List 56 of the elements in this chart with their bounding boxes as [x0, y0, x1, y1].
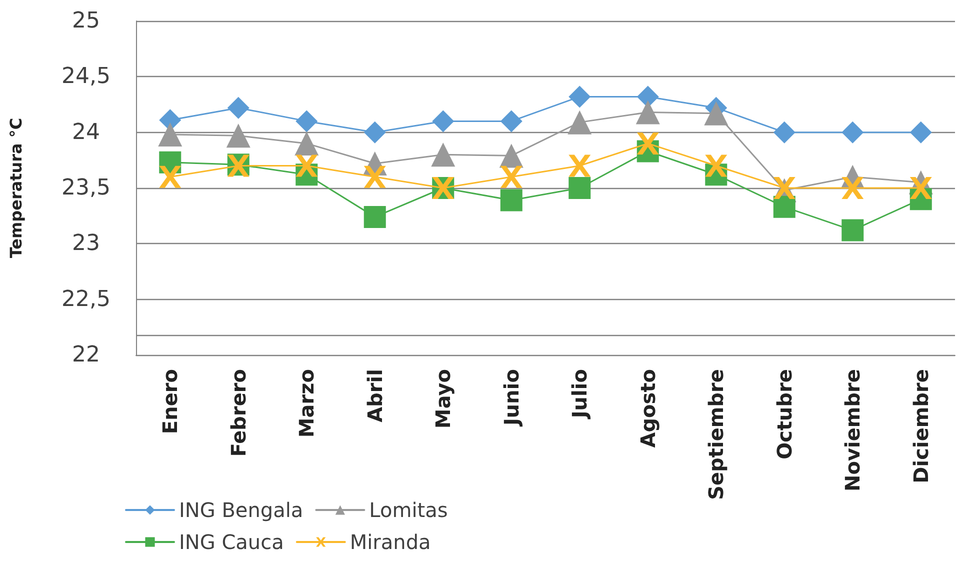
- x-tick-label: Junio: [499, 369, 524, 428]
- point: [226, 124, 250, 148]
- y-tick-label: 22: [72, 342, 100, 368]
- point: [773, 121, 796, 144]
- legend-label: Lomitas: [369, 498, 448, 522]
- point: [636, 132, 659, 154]
- point: [499, 144, 524, 168]
- point: [158, 122, 182, 147]
- x-tick-label: Marzo: [294, 369, 319, 438]
- y-tick-label: 24,5: [62, 64, 110, 90]
- point: [842, 219, 864, 242]
- point: [773, 177, 796, 199]
- x-tick-label: Febrero: [226, 369, 250, 457]
- point: [842, 121, 864, 144]
- point: [296, 154, 318, 177]
- x-tick-label: Julio: [568, 369, 592, 420]
- point: [568, 86, 591, 108]
- point: [364, 206, 386, 228]
- point: [773, 196, 796, 218]
- y-tick-label: 23: [72, 231, 100, 256]
- x-tick-label: Mayo: [431, 369, 456, 429]
- point: [636, 100, 660, 124]
- x-tick-label: Enero: [158, 369, 182, 434]
- x-tick-label: Octubre: [772, 369, 796, 460]
- point: [500, 189, 522, 212]
- x-tick-label: Septiembre: [704, 369, 728, 500]
- point: [704, 101, 728, 126]
- point: [568, 154, 591, 177]
- point: [500, 110, 522, 132]
- legend-label: ING Cauca: [179, 530, 284, 554]
- point: [705, 154, 728, 177]
- x-tick-label: Abril: [362, 369, 387, 422]
- y-tick-label: 24: [72, 120, 100, 145]
- y-tick-label: 22,5: [62, 286, 110, 312]
- point: [296, 110, 318, 132]
- y-tick-label: 23,5: [62, 176, 110, 200]
- x-tick-label: Diciembre: [908, 369, 933, 484]
- point: [227, 96, 250, 119]
- point: [500, 166, 522, 188]
- point: [431, 142, 456, 167]
- y-tick-label: 25: [72, 8, 100, 34]
- legend-label: ING Bengala: [179, 498, 304, 522]
- legend-label: Miranda: [350, 530, 431, 554]
- point: [159, 166, 182, 188]
- x-tick-label: Agosto: [636, 369, 660, 448]
- y-axis-title: Temperatura °C: [6, 118, 26, 258]
- point: [568, 177, 591, 199]
- point: [364, 166, 386, 188]
- point: [294, 131, 319, 156]
- point: [842, 177, 864, 199]
- point: [910, 177, 932, 199]
- point: [364, 121, 386, 144]
- x-tick-label: Noviembre: [840, 369, 865, 492]
- point: [568, 110, 592, 134]
- point: [910, 121, 932, 144]
- point: [432, 110, 454, 132]
